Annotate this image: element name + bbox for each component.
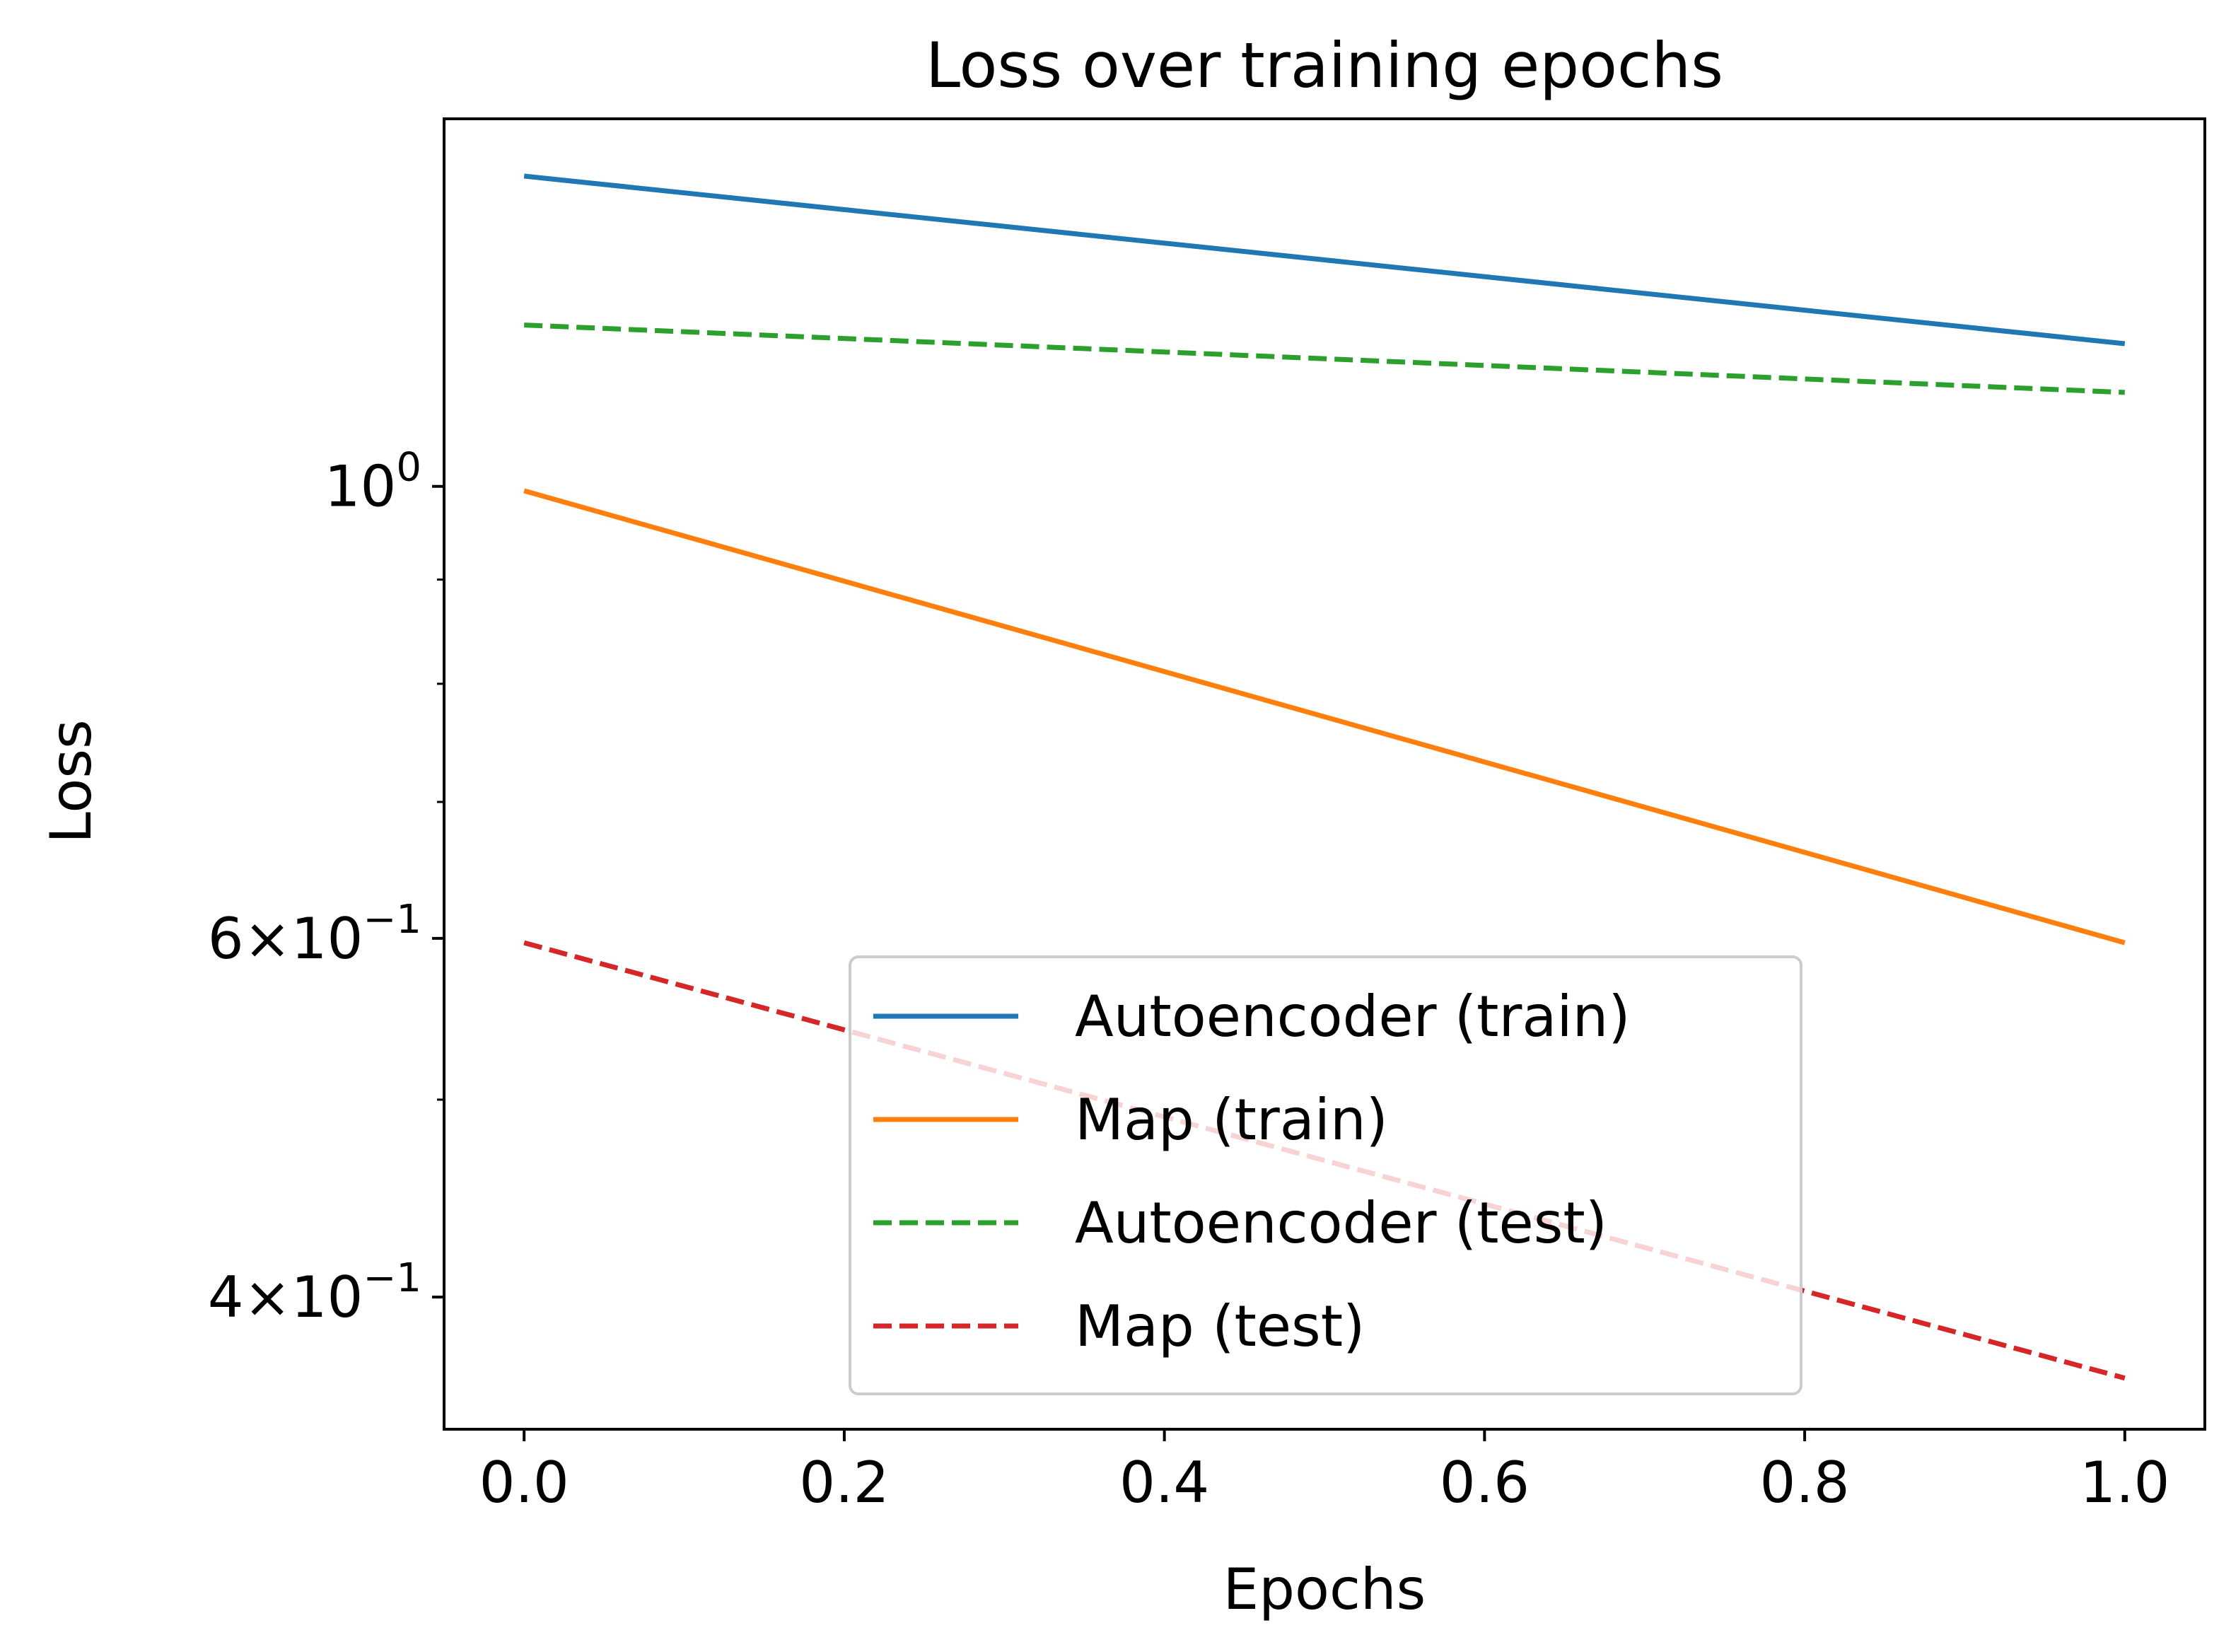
series-line-1 (523, 488, 2126, 946)
legend-label-1: Map (train) (1075, 1087, 1388, 1153)
x-tick-label-2: 0.4 (1119, 1450, 1209, 1516)
y-tick-label-2: 4×10−1 (208, 1255, 421, 1330)
y-tick-base-1: 10 (291, 906, 363, 972)
y-tick-times-2: × (244, 1264, 291, 1330)
legend-frame (849, 955, 1802, 1395)
y-tick-label-1: 6×10−1 (208, 897, 421, 972)
y-tick-base-2: 10 (291, 1264, 363, 1330)
x-tick-label-4: 0.8 (1759, 1450, 1849, 1516)
y-tick-exponent-2: −1 (363, 1255, 421, 1301)
series-line-0 (523, 173, 2126, 347)
legend: Autoencoder (train) Map (train) Autoencode… (849, 955, 1802, 1395)
y-tick-base-0: 10 (325, 454, 397, 520)
x-tick-label-5: 1.0 (2080, 1450, 2169, 1516)
x-axis-label: Epochs (1223, 1557, 1426, 1622)
legend-label-0: Autoencoder (train) (1075, 984, 1631, 1049)
legend-label-2: Autoencoder (test) (1075, 1190, 1607, 1256)
plot-frame (443, 117, 2206, 1431)
legend-label-3: Map (test) (1075, 1293, 1365, 1359)
chart-title: Loss over training epochs (926, 29, 1723, 102)
x-axis-ticks: 0.0 0.2 0.4 0.6 0.8 1.0 (479, 1429, 2169, 1516)
y-tick-exponent-0: 0 (396, 445, 421, 491)
y-axis-label: Loss (38, 719, 104, 843)
x-tick-label-3: 0.6 (1440, 1450, 1530, 1516)
y-tick-mantissa-2: 4 (208, 1264, 244, 1330)
x-tick-label-1: 0.2 (799, 1450, 889, 1516)
x-tick-label-0: 0.0 (479, 1450, 569, 1516)
y-tick-label-0: 100 (325, 445, 421, 520)
y-tick-times-1: × (244, 906, 291, 972)
y-tick-exponent-1: −1 (363, 897, 421, 943)
series-line-2 (524, 322, 2125, 395)
y-tick-mantissa-1: 6 (208, 906, 244, 972)
